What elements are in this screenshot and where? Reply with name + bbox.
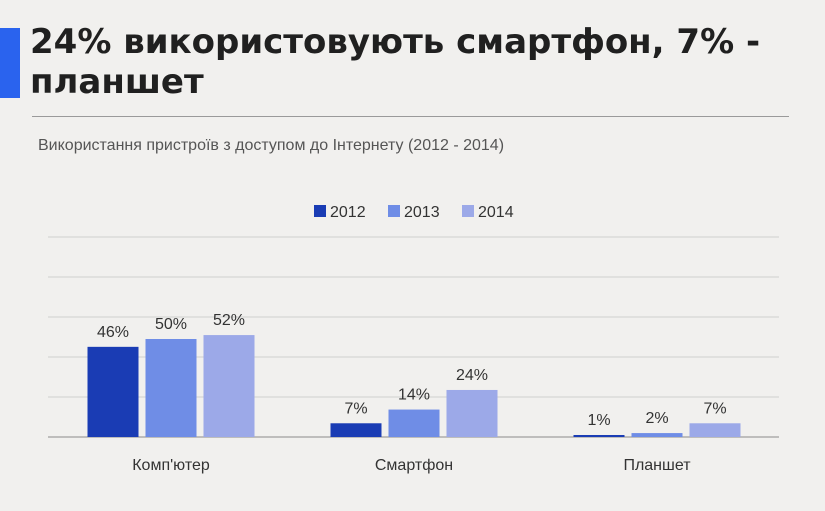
legend-label-2013: 2013 <box>404 204 440 221</box>
bar-2014-0 <box>203 335 255 437</box>
title-divider <box>32 116 789 117</box>
bar-2013-2 <box>631 433 683 437</box>
bar-2013-0 <box>145 339 197 437</box>
bar-2014-2 <box>689 423 741 437</box>
bar-2012-1 <box>330 423 382 437</box>
data-label: 52% <box>213 312 245 329</box>
page-title: 24% використовують смартфон, 7% - планше… <box>30 22 761 102</box>
data-label: 14% <box>398 387 430 404</box>
bar-2012-2 <box>573 435 625 437</box>
data-label: 7% <box>703 400 726 417</box>
data-label: 50% <box>155 316 187 333</box>
bar-2012-0 <box>87 346 139 437</box>
legend-swatch-2014 <box>462 205 474 217</box>
category-label: Смартфон <box>375 457 453 474</box>
data-label: 2% <box>645 410 668 427</box>
chart-title: Використання пристроїв з доступом до Інт… <box>38 137 505 154</box>
data-label: 7% <box>344 400 367 417</box>
title-accent-bar <box>0 28 20 98</box>
category-label: Планшет <box>623 457 691 474</box>
bar-2013-1 <box>388 409 440 437</box>
data-label: 1% <box>587 412 610 429</box>
legend-label-2014: 2014 <box>478 204 514 221</box>
legend-swatch-2012 <box>314 205 326 217</box>
legend-swatch-2013 <box>388 205 400 217</box>
category-label: Комп'ютер <box>132 457 210 474</box>
data-label: 24% <box>456 367 488 384</box>
bar-2014-1 <box>446 389 498 437</box>
data-label: 46% <box>97 324 129 341</box>
legend-label-2012: 2012 <box>330 204 366 221</box>
